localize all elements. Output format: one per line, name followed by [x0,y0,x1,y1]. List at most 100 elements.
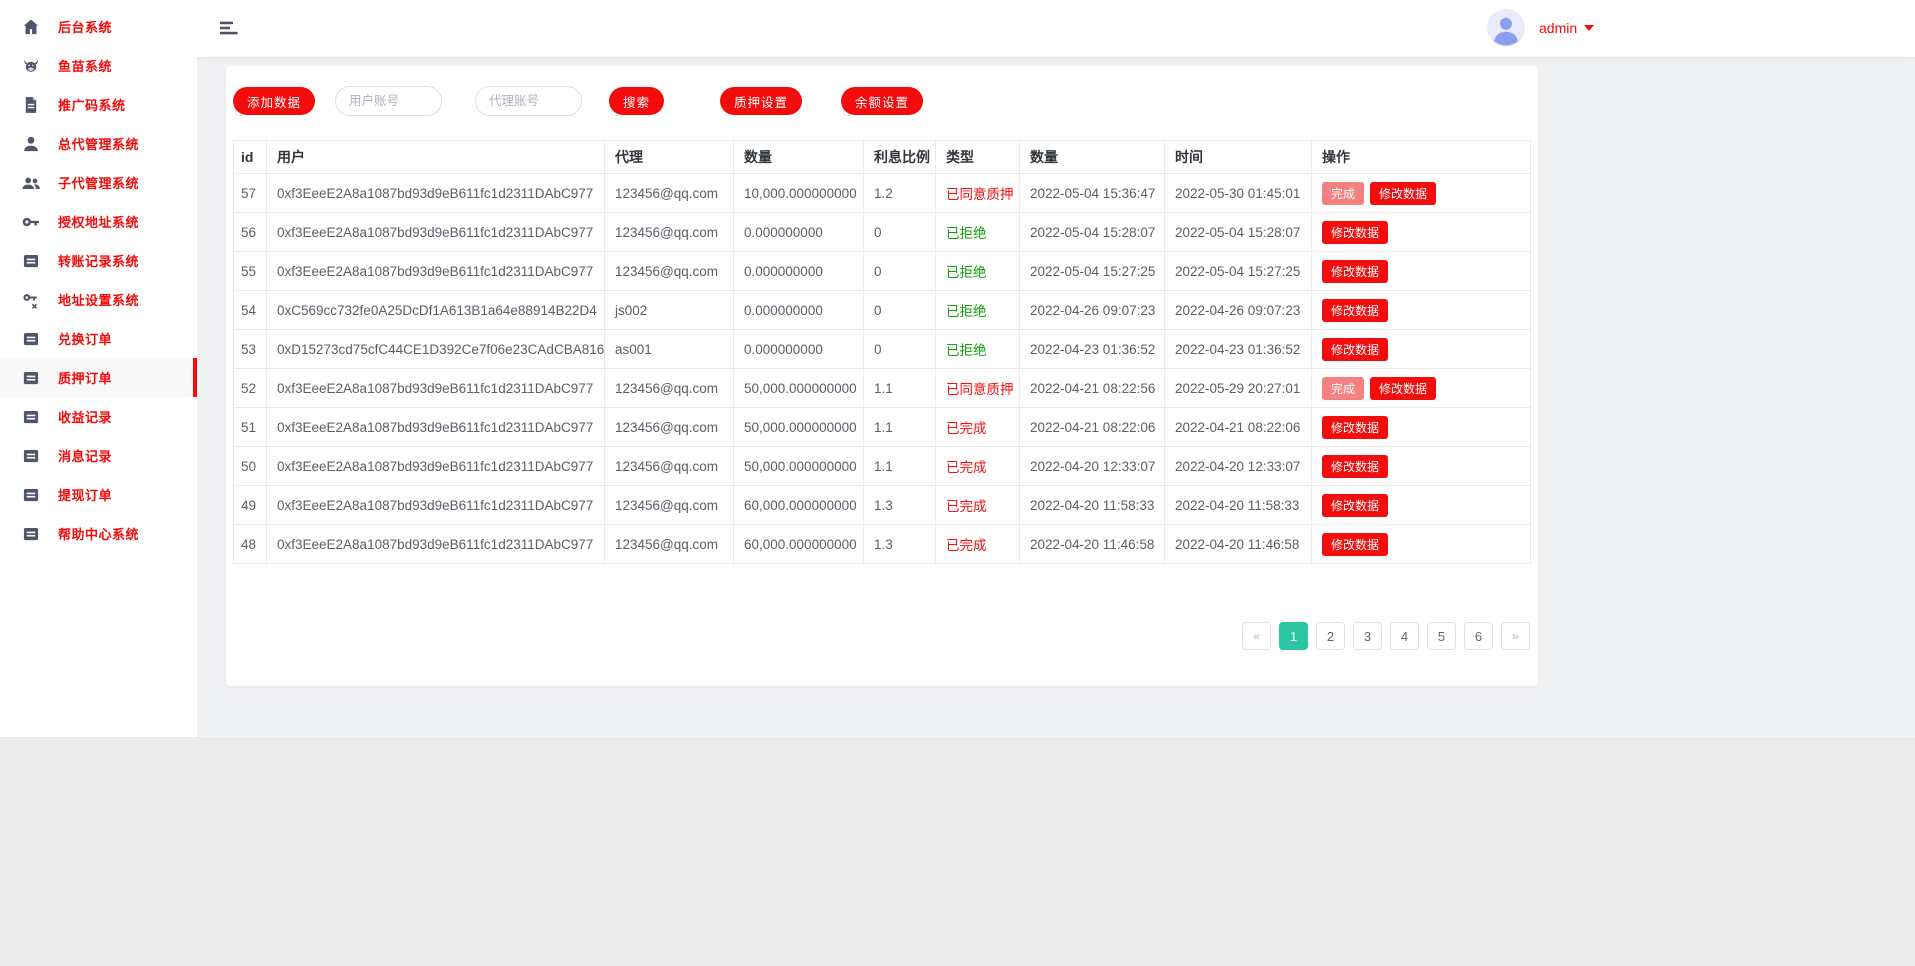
amount-time: 2022-04-21 08:22:56 [1019,368,1165,408]
pagination-page-button[interactable]: 3 [1353,622,1382,650]
complete-button[interactable]: 完成 [1322,376,1365,400]
sidebar-item[interactable]: 总代管理系统 [0,124,197,163]
sidebar-item[interactable]: 推广码系统 [0,85,197,124]
sidebar-item[interactable]: 帮助中心系统 [0,514,197,553]
table-row: 52 0xf3EeeE2A8a1087bd93d9eB611fc1d2311DAb… [233,368,1531,408]
table-row: 57 0xf3EeeE2A8a1087bd93d9eB611fc1d2311DAb… [233,173,1531,213]
balance-settings-button[interactable]: 余额设置 [841,87,924,115]
edit-data-button[interactable]: 修改数据 [1322,298,1389,322]
status-text: 已同意质押 [935,368,1020,408]
row-id: 54 [233,290,267,330]
complete-button[interactable]: 完成 [1322,181,1365,205]
table-row: 49 0xf3EeeE2A8a1087bd93d9eB611fc1d2311DAb… [233,485,1531,525]
interest-ratio: 1.2 [863,173,936,213]
user-account-input[interactable] [335,86,443,116]
sidebar-menu: 后台系统 鱼苗系统 推广码系统 总代管理系统 子代管理系统授权地址系统转账记录系统地址设… [0,7,197,553]
column-header: 时间 [1164,140,1312,174]
people-icon [21,173,41,193]
user-menu[interactable]: admin [1487,9,1595,47]
amount: 0.000000000 [733,329,864,369]
status-text: 已同意质押 [935,173,1020,213]
time: 2022-04-20 12:33:07 [1164,446,1312,486]
sidebar-item-label: 地址设置系统 [58,293,140,308]
home-icon [21,17,41,37]
search-button[interactable]: 搜索 [609,87,665,115]
actions-cell: 完成 修改数据 [1311,368,1531,408]
column-header: 用户 [266,140,605,174]
edit-data-button[interactable]: 修改数据 [1322,493,1389,517]
sidebar-item[interactable]: 提现订单 [0,475,197,514]
pledge-settings-button[interactable]: 质押设置 [720,87,803,115]
edit-data-button[interactable]: 修改数据 [1322,532,1389,556]
actions-cell: 完成 修改数据 [1311,173,1531,213]
edit-data-button[interactable]: 修改数据 [1322,220,1389,244]
sidebar-item[interactable]: 鱼苗系统 [0,46,197,85]
edit-data-button[interactable]: 修改数据 [1322,259,1389,283]
list-icon [21,524,41,544]
status-text: 已完成 [935,524,1020,564]
sidebar-item[interactable]: 转账记录系统 [0,241,197,280]
agent-account: as001 [604,329,734,369]
edit-data-button[interactable]: 修改数据 [1322,415,1389,439]
row-id: 53 [233,329,267,369]
table-row: 53 0xD15273cd75cfC44CE1D392Ce7f06e23CAdCB… [233,329,1531,369]
pagination-page-button[interactable]: 4 [1390,622,1419,650]
actions-cell: 修改数据 [1311,212,1531,252]
cow-icon [21,56,41,76]
edit-data-button[interactable]: 修改数据 [1322,454,1389,478]
table-header-row: id 用户 代理 数量 利息比例 类型 数量 时间 操作 [233,140,1531,174]
agent-account: 123456@qq.com [604,251,734,291]
sidebar-item[interactable]: 子代管理系统 [0,163,197,202]
sidebar-item[interactable]: 后台系统 [0,7,197,46]
list-icon [21,485,41,505]
edit-data-button[interactable]: 修改数据 [1370,376,1437,400]
pagination-prev-button[interactable]: « [1242,622,1271,650]
sidebar-item-label: 授权地址系统 [58,215,140,230]
pagination-page-button[interactable]: 1 [1279,622,1308,650]
agent-account-input[interactable] [475,86,583,116]
sidebar-item[interactable]: 兑换订单 [0,319,197,358]
column-header: 类型 [935,140,1020,174]
table-row: 51 0xf3EeeE2A8a1087bd93d9eB611fc1d2311DAb… [233,407,1531,447]
amount: 50,000.000000000 [733,407,864,447]
pagination-page-button[interactable]: 6 [1464,622,1493,650]
edit-data-button[interactable]: 修改数据 [1370,181,1437,205]
interest-ratio: 0 [863,212,936,252]
avatar[interactable] [1487,9,1525,47]
sidebar-item[interactable]: 授权地址系统 [0,202,197,241]
pagination-next-button[interactable]: » [1501,622,1530,650]
user-address: 0xf3EeeE2A8a1087bd93d9eB611fc1d2311DAbC9… [266,485,605,525]
amount: 60,000.000000000 [733,524,864,564]
sidebar-item[interactable]: 地址设置系统 [0,280,197,319]
time: 2022-05-04 15:27:25 [1164,251,1312,291]
pagination: « 1 2 3 4 5 6 » [1242,622,1530,650]
row-id: 50 [233,446,267,486]
edit-data-button[interactable]: 修改数据 [1322,337,1389,361]
amount: 0.000000000 [733,251,864,291]
user-address: 0xf3EeeE2A8a1087bd93d9eB611fc1d2311DAbC9… [266,524,605,564]
sidebar-item[interactable]: 消息记录 [0,436,197,475]
agent-account: 123456@qq.com [604,212,734,252]
list-icon [21,407,41,427]
orders-table: id 用户 代理 数量 利息比例 类型 数量 时间 操作 57 0xf3EeeE2A8a1087b… [233,140,1531,564]
table-row: 48 0xf3EeeE2A8a1087bd93d9eB611fc1d2311DAb… [233,524,1531,564]
time: 2022-04-23 01:36:52 [1164,329,1312,369]
sidebar-item-label: 消息记录 [58,449,113,464]
status-text: 已完成 [935,485,1020,525]
sidebar-item[interactable]: 质押订单 [0,358,197,397]
list-icon [21,329,41,349]
time: 2022-05-29 20:27:01 [1164,368,1312,408]
add-data-button[interactable]: 添加数据 [233,87,316,115]
pagination-page-button[interactable]: 2 [1316,622,1345,650]
agent-account: 123456@qq.com [604,524,734,564]
sidebar-item[interactable]: 收益记录 [0,397,197,436]
document-icon [21,95,41,115]
pagination-page-button[interactable]: 5 [1427,622,1456,650]
person-icon [21,134,41,154]
username[interactable]: admin [1539,20,1578,36]
menu-toggle-icon[interactable] [219,17,241,39]
row-id: 51 [233,407,267,447]
time: 2022-04-20 11:46:58 [1164,524,1312,564]
interest-ratio: 0 [863,290,936,330]
